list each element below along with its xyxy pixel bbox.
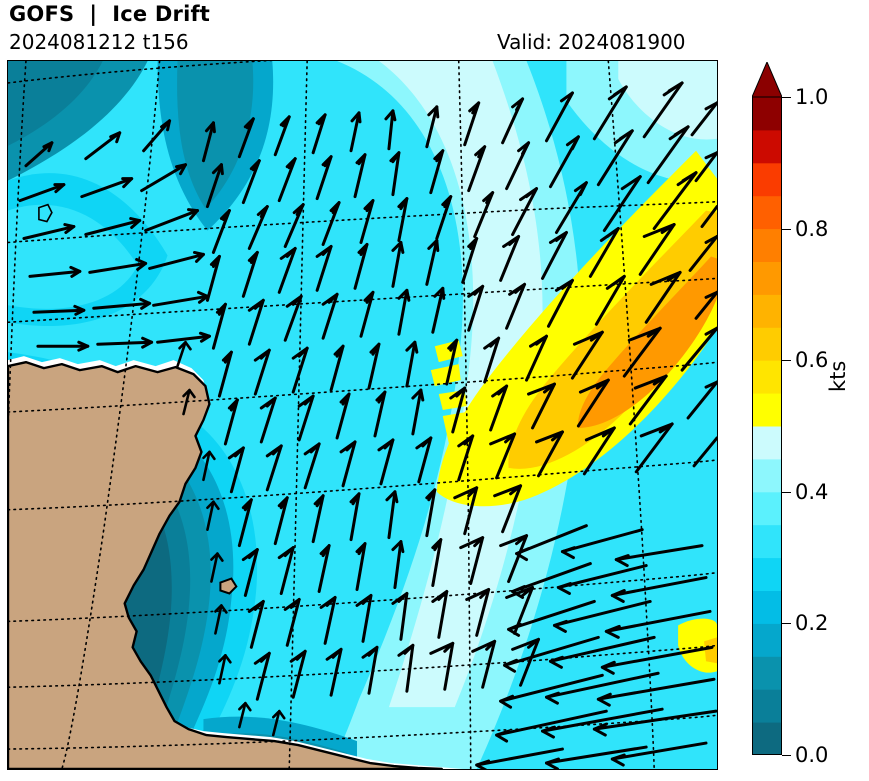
colorbar-tick [782, 623, 791, 625]
colorbar-band [752, 162, 782, 197]
colorbar-tick-label: 0.4 [795, 479, 829, 504]
colorbar-band [752, 590, 782, 624]
colorbar-tick [782, 97, 791, 98]
offshore-island [219, 577, 238, 595]
colorbar-band [752, 458, 782, 493]
colorbar-tick [782, 491, 791, 493]
colorbar-outline [752, 96, 782, 755]
colorbar-band [752, 426, 782, 460]
page-title: GOFS | Ice Drift [9, 2, 211, 26]
ice-drift-field [8, 61, 717, 769]
jet-orange-core [508, 210, 717, 469]
colorbar-extend-arrow [752, 62, 782, 98]
colorbar-band [752, 327, 782, 361]
colorbar-band [752, 491, 782, 526]
colorbar-unit-label: kts [826, 360, 850, 392]
colorbar-ticks: 1.0 0.8 0.6 0.4 0.2 0.0 [782, 55, 869, 781]
colorbar-tick-label: 0.8 [795, 216, 829, 241]
chart-header: GOFS | Ice Drift 2024081212 t156 Valid: … [0, 0, 869, 60]
coastline [8, 360, 443, 769]
colorbar-band [752, 722, 782, 755]
graticule [8, 61, 717, 769]
colorbar-band [752, 393, 782, 427]
colorbar-tick-label: 1.0 [795, 85, 829, 109]
map-canvas [8, 61, 717, 769]
colorbar-band [752, 129, 782, 164]
map-panel[interactable] [7, 60, 718, 770]
valid-time-stamp: Valid: 2024081900 [497, 30, 686, 54]
colorbar-band [752, 228, 782, 262]
colorbar-band [752, 557, 782, 591]
colorbar-gradient [752, 62, 782, 755]
colorbar [752, 62, 782, 755]
colorbar-tick-label: 0.2 [795, 611, 829, 636]
colorbar-tick [782, 360, 791, 362]
small-feature-outline [38, 203, 53, 223]
model-run-stamp: 2024081212 t156 [9, 30, 189, 54]
colorbar-tick [782, 228, 791, 230]
colorbar-tick [782, 755, 791, 756]
colorbar-band [752, 294, 782, 328]
land-mass [8, 203, 463, 769]
colorbar-band [752, 360, 782, 394]
colorbar-band [752, 656, 782, 690]
drift-vector-arrows [18, 81, 717, 769]
colorbar-band [752, 195, 782, 230]
colorbar-band [752, 261, 782, 295]
colorbar-band [752, 623, 782, 657]
colorbar-tick-label: 0.0 [795, 743, 829, 767]
colorbar-band [752, 689, 782, 723]
colorbar-tick-label: 0.6 [795, 348, 829, 373]
jet-yellow-core [436, 150, 717, 507]
colorbar-band [752, 524, 782, 559]
colorbar-band [752, 97, 782, 131]
jet-deep-orange-core [578, 256, 717, 428]
